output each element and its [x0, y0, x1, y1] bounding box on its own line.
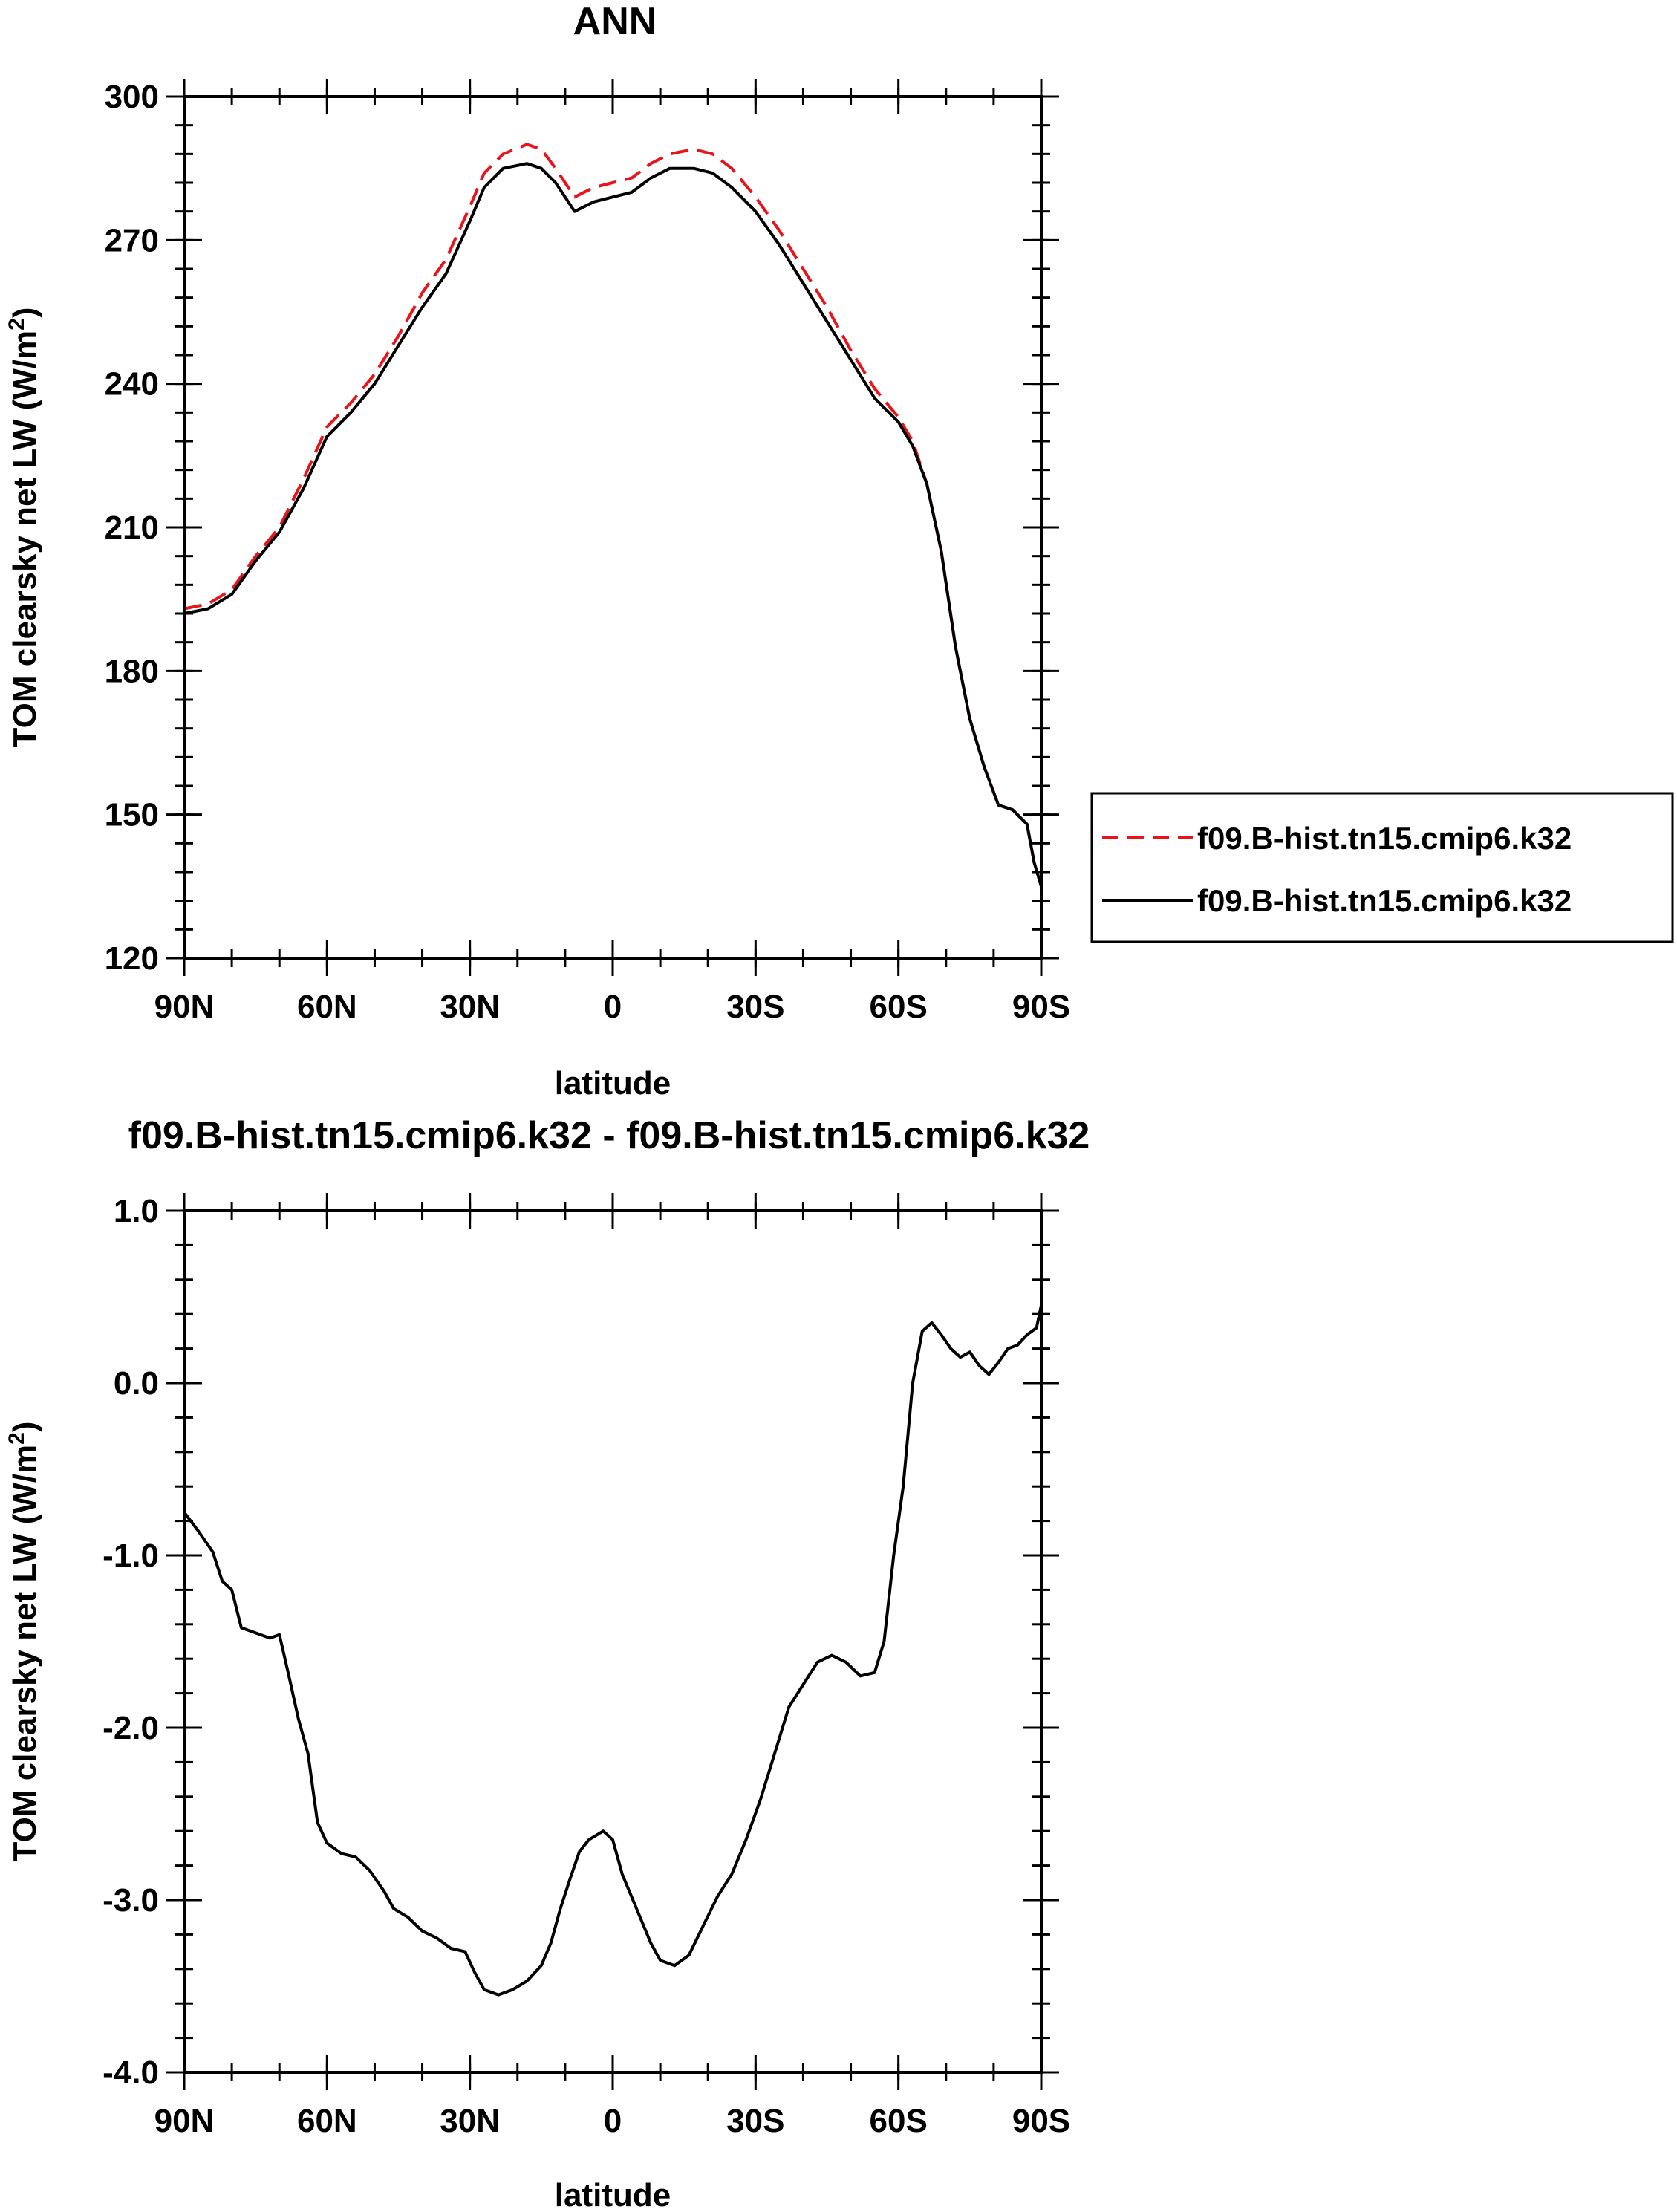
- y-axis-label-main: TOM clearsky net LW (W/m: [7, 1445, 43, 1862]
- y-axis-label: TOM clearsky net LW (W/m2): [4, 1422, 43, 1862]
- x-tick-label: 90N: [154, 2103, 215, 2139]
- x-tick-label: 90S: [1012, 989, 1070, 1025]
- chart-zonal-mean: ANN 300 270 240 210 180 150 120 90N 60N 30N 0 30S 6…: [4, 0, 1674, 1102]
- legend-label: f09.B-hist.tn15.cmip6.k32: [1197, 883, 1572, 918]
- y-tick-label: 1.0: [114, 1193, 159, 1229]
- chart-title: f09.B-hist.tn15.cmip6.k32 - f09.B-hist.t…: [128, 1114, 1090, 1157]
- y-tick-labels: 1.0 0.0 -1.0 -2.0 -3.0 -4.0: [102, 1193, 159, 2091]
- series-line: [183, 1305, 1043, 1997]
- plot-frame: [183, 95, 1043, 960]
- y-axis-label: TOM clearsky net LW (W/m2): [4, 308, 43, 748]
- series-line: [183, 143, 1043, 887]
- y-tick-label: 300: [105, 79, 159, 115]
- series-group: [183, 143, 1043, 887]
- y-tick-label: -2.0: [102, 1710, 159, 1746]
- y-tick-label: 240: [105, 366, 159, 403]
- y-axis-label-close: ): [7, 308, 43, 319]
- series-group: [183, 1305, 1043, 1997]
- x-tick-label: 30N: [440, 989, 500, 1025]
- x-tick-label: 30S: [726, 2103, 784, 2139]
- chart-title: ANN: [573, 0, 657, 43]
- axis-ticks: [166, 79, 1059, 976]
- y-tick-label: -1.0: [102, 1538, 159, 1574]
- legend-box: [1090, 792, 1674, 943]
- y-axis-label-sup: 2: [4, 318, 29, 331]
- x-tick-labels: 90N 60N 30N 0 30S 60S 90S: [154, 2103, 1071, 2139]
- x-tick-labels: 90N 60N 30N 0 30S 60S 90S: [154, 989, 1071, 1025]
- legend-label: f09.B-hist.tn15.cmip6.k32: [1197, 821, 1572, 856]
- y-tick-label: -4.0: [102, 2055, 159, 2091]
- x-tick-label: 30N: [440, 2103, 500, 2139]
- x-tick-label: 0: [604, 989, 622, 1025]
- x-tick-label: 30S: [726, 989, 784, 1025]
- y-tick-label: 0.0: [114, 1365, 159, 1402]
- plot-frame: [183, 1209, 1043, 2074]
- y-tick-label: 120: [105, 940, 159, 977]
- axis-ticks: [166, 1193, 1059, 2090]
- y-tick-label: -3.0: [102, 1882, 159, 1919]
- x-axis-label: latitude: [555, 2177, 671, 2212]
- y-axis-label-close: ): [7, 1422, 43, 1433]
- y-axis-label-main: TOM clearsky net LW (W/m: [7, 331, 43, 748]
- y-tick-labels: 300 270 240 210 180 150 120: [105, 79, 159, 977]
- x-axis-label: latitude: [555, 1065, 671, 1102]
- series-line: [183, 162, 1043, 887]
- chart-difference: f09.B-hist.tn15.cmip6.k32 - f09.B-hist.t…: [4, 1114, 1090, 2212]
- x-tick-label: 60S: [870, 989, 928, 1025]
- y-tick-label: 180: [105, 653, 159, 689]
- x-tick-label: 60S: [870, 2103, 928, 2139]
- y-tick-label: 150: [105, 797, 159, 833]
- y-tick-label: 210: [105, 510, 159, 546]
- x-tick-label: 60N: [297, 989, 357, 1025]
- y-tick-label: 270: [105, 222, 159, 258]
- legend: f09.B-hist.tn15.cmip6.k32 f09.B-hist.tn1…: [1090, 792, 1674, 943]
- x-tick-label: 90N: [154, 989, 215, 1025]
- x-tick-label: 90S: [1012, 2103, 1070, 2139]
- y-axis-label-sup: 2: [4, 1432, 29, 1445]
- x-tick-label: 60N: [297, 2103, 357, 2139]
- x-tick-label: 0: [604, 2103, 622, 2139]
